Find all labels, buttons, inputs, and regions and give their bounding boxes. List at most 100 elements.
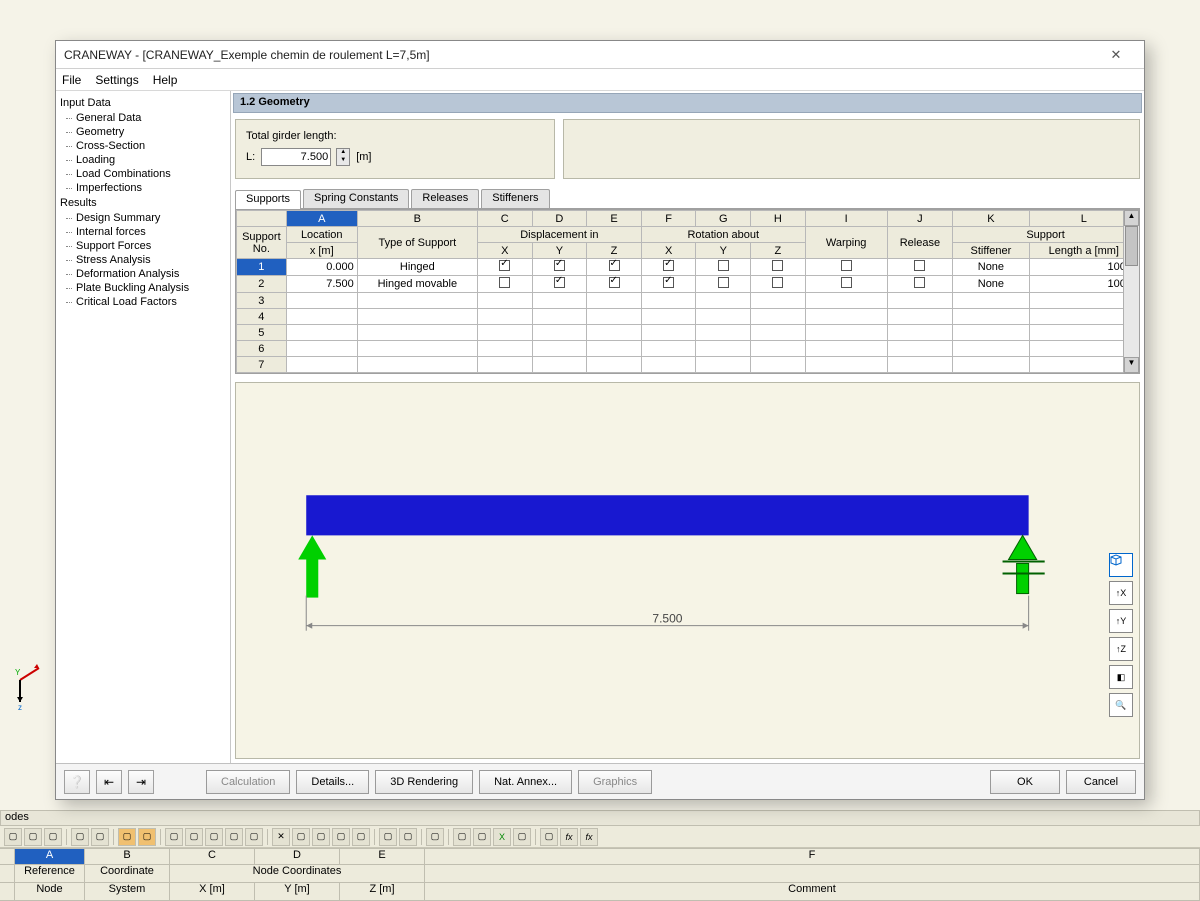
prev-icon[interactable]: ⇤ xyxy=(96,770,122,794)
view-zoom-icon[interactable]: 🔍 xyxy=(1109,693,1133,717)
tree-item-cross-section[interactable]: Cross-Section xyxy=(58,139,228,153)
col-header[interactable]: J xyxy=(887,211,953,227)
sheet-col-A[interactable]: A xyxy=(15,849,85,865)
calculation-button[interactable]: Calculation xyxy=(206,770,290,794)
table-row[interactable]: 7 xyxy=(237,357,1139,373)
tb-icon[interactable]: ▢ xyxy=(332,828,350,846)
tb-icon[interactable]: ▢ xyxy=(426,828,444,846)
col-header[interactable]: K xyxy=(953,211,1029,227)
tb-icon[interactable]: ▢ xyxy=(352,828,370,846)
tree-item-support-forces[interactable]: Support Forces xyxy=(58,239,228,253)
tb-icon[interactable]: ▢ xyxy=(4,828,22,846)
checkbox[interactable] xyxy=(914,277,925,288)
tree-item-deformation-analysis[interactable]: Deformation Analysis xyxy=(58,267,228,281)
table-row[interactable]: 6 xyxy=(237,341,1139,357)
view-z-icon[interactable]: ↑Z xyxy=(1109,637,1133,661)
menu-file[interactable]: File xyxy=(62,73,81,87)
supports-grid[interactable]: ABCDEFGHIJKLSupportNo.LocationType of Su… xyxy=(235,209,1140,374)
tb-icon[interactable]: ▢ xyxy=(44,828,62,846)
col-header[interactable]: C xyxy=(477,211,532,227)
checkbox[interactable] xyxy=(554,260,565,271)
checkbox[interactable] xyxy=(718,277,729,288)
tb-icon[interactable]: ▢ xyxy=(473,828,491,846)
col-header[interactable]: F xyxy=(641,211,696,227)
sheet-col-D[interactable]: D xyxy=(255,849,340,865)
sheet-col-F[interactable]: F xyxy=(425,849,1200,865)
tb-icon[interactable]: fx xyxy=(580,828,598,846)
scroll-up-icon[interactable]: ▲ xyxy=(1124,210,1139,226)
menu-settings[interactable]: Settings xyxy=(95,73,138,87)
tb-icon[interactable]: ▢ xyxy=(540,828,558,846)
view-iso-icon[interactable] xyxy=(1109,553,1133,577)
details-button[interactable]: Details... xyxy=(296,770,369,794)
checkbox[interactable] xyxy=(772,277,783,288)
3d-rendering-button[interactable]: 3D Rendering xyxy=(375,770,473,794)
tab-stiffeners[interactable]: Stiffeners xyxy=(481,189,549,208)
view-box-icon[interactable]: ◧ xyxy=(1109,665,1133,689)
tb-icon[interactable]: ▢ xyxy=(118,828,136,846)
col-header[interactable]: G xyxy=(696,211,751,227)
tb-icon[interactable]: ▢ xyxy=(312,828,330,846)
menu-help[interactable]: Help xyxy=(153,73,178,87)
tb-icon[interactable]: ✕ xyxy=(272,828,290,846)
tb-icon[interactable]: ▢ xyxy=(453,828,471,846)
tree-item-critical-load[interactable]: Critical Load Factors xyxy=(58,295,228,309)
table-row[interactable]: 3 xyxy=(237,293,1139,309)
col-header[interactable]: D xyxy=(532,211,587,227)
tree-item-design-summary[interactable]: Design Summary xyxy=(58,211,228,225)
tb-icon[interactable]: ▢ xyxy=(245,828,263,846)
checkbox[interactable] xyxy=(499,260,510,271)
spinner[interactable]: ▲▼ xyxy=(336,148,350,166)
tree-item-stress-analysis[interactable]: Stress Analysis xyxy=(58,253,228,267)
tb-icon[interactable]: X xyxy=(493,828,511,846)
tree-item-geometry[interactable]: Geometry xyxy=(58,125,228,139)
tb-icon[interactable]: ▢ xyxy=(71,828,89,846)
tree-item-imperfections[interactable]: Imperfections xyxy=(58,181,228,195)
tree-item-plate-buckling[interactable]: Plate Buckling Analysis xyxy=(58,281,228,295)
tb-icon[interactable]: ▢ xyxy=(165,828,183,846)
graphics-button[interactable]: Graphics xyxy=(578,770,652,794)
tb-icon[interactable]: ▢ xyxy=(513,828,531,846)
tree-item-loading[interactable]: Loading xyxy=(58,153,228,167)
ok-button[interactable]: OK xyxy=(990,770,1060,794)
tab-releases[interactable]: Releases xyxy=(411,189,479,208)
tree-item-general[interactable]: General Data xyxy=(58,111,228,125)
tb-icon[interactable]: ▢ xyxy=(91,828,109,846)
table-row[interactable]: 4 xyxy=(237,309,1139,325)
tb-icon[interactable]: ▢ xyxy=(138,828,156,846)
col-header[interactable]: B xyxy=(357,211,477,227)
checkbox[interactable] xyxy=(841,277,852,288)
next-icon[interactable]: ⇥ xyxy=(128,770,154,794)
close-icon[interactable]: ✕ xyxy=(1096,43,1136,67)
tb-icon[interactable]: fx xyxy=(560,828,578,846)
checkbox[interactable] xyxy=(718,260,729,271)
checkbox[interactable] xyxy=(609,277,620,288)
tb-icon[interactable]: ▢ xyxy=(225,828,243,846)
tree-item-internal-forces[interactable]: Internal forces xyxy=(58,225,228,239)
table-row[interactable]: 5 xyxy=(237,325,1139,341)
col-header[interactable]: I xyxy=(805,211,887,227)
titlebar[interactable]: CRANEWAY - [CRANEWAY_Exemple chemin de r… xyxy=(56,41,1144,69)
tab-spring-constants[interactable]: Spring Constants xyxy=(303,189,409,208)
tree-item-load-combinations[interactable]: Load Combinations xyxy=(58,167,228,181)
col-header[interactable]: A xyxy=(286,211,357,227)
tb-icon[interactable]: ▢ xyxy=(292,828,310,846)
table-row[interactable]: 10.000HingedNone100.0 xyxy=(237,259,1139,276)
help-icon[interactable]: ❔ xyxy=(64,770,90,794)
tree-root-results[interactable]: Results xyxy=(58,195,228,211)
tb-icon[interactable]: ▢ xyxy=(205,828,223,846)
view-x-icon[interactable]: ↑X xyxy=(1109,581,1133,605)
checkbox[interactable] xyxy=(663,260,674,271)
tree-root-input[interactable]: Input Data xyxy=(58,95,228,111)
checkbox[interactable] xyxy=(609,260,620,271)
cancel-button[interactable]: Cancel xyxy=(1066,770,1136,794)
checkbox[interactable] xyxy=(772,260,783,271)
checkbox[interactable] xyxy=(914,260,925,271)
sheet-col-B[interactable]: B xyxy=(85,849,170,865)
tb-icon[interactable]: ▢ xyxy=(379,828,397,846)
grid-scrollbar[interactable]: ▲ ▼ xyxy=(1123,210,1139,373)
col-header[interactable]: E xyxy=(587,211,642,227)
scroll-down-icon[interactable]: ▼ xyxy=(1124,357,1139,373)
checkbox[interactable] xyxy=(499,277,510,288)
spin-up-icon[interactable]: ▲ xyxy=(337,149,349,157)
